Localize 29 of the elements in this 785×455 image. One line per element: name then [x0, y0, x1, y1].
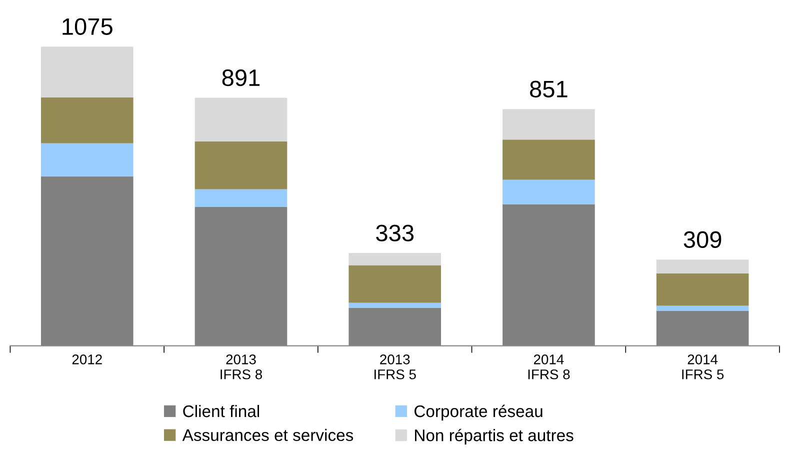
legend-label: Corporate réseau — [414, 404, 542, 420]
bar — [194, 189, 288, 207]
bar — [502, 180, 595, 204]
legend-label: Assurances et services — [182, 428, 354, 442]
bar — [502, 109, 595, 140]
bar — [194, 141, 288, 190]
bar — [348, 253, 442, 266]
bar — [348, 265, 442, 303]
annotation: 891 — [222, 69, 260, 86]
annotation: 1075 — [62, 18, 112, 35]
bar — [656, 260, 749, 274]
bar — [40, 143, 134, 176]
x-tick-label: 2013 IFRS 8 — [220, 354, 262, 380]
bar — [656, 306, 749, 311]
bar — [40, 46, 134, 98]
bar — [656, 273, 749, 306]
annotation: 309 — [684, 231, 722, 248]
legend-label: Client final — [183, 404, 260, 418]
bar — [40, 97, 134, 144]
bar — [502, 140, 595, 180]
x-tick-label: 2014 IFRS 8 — [528, 354, 570, 380]
bar — [348, 302, 442, 308]
x-tick-label: 2013 IFRS 5 — [374, 354, 416, 380]
x-tick-label: 2014 IFRS 5 — [682, 354, 724, 380]
legend-label: Non répartis et autres — [415, 428, 574, 445]
annotation: 333 — [376, 224, 414, 242]
annotation: 851 — [530, 80, 568, 98]
bar — [194, 98, 288, 142]
x-tick-label: 2012 — [72, 354, 102, 364]
